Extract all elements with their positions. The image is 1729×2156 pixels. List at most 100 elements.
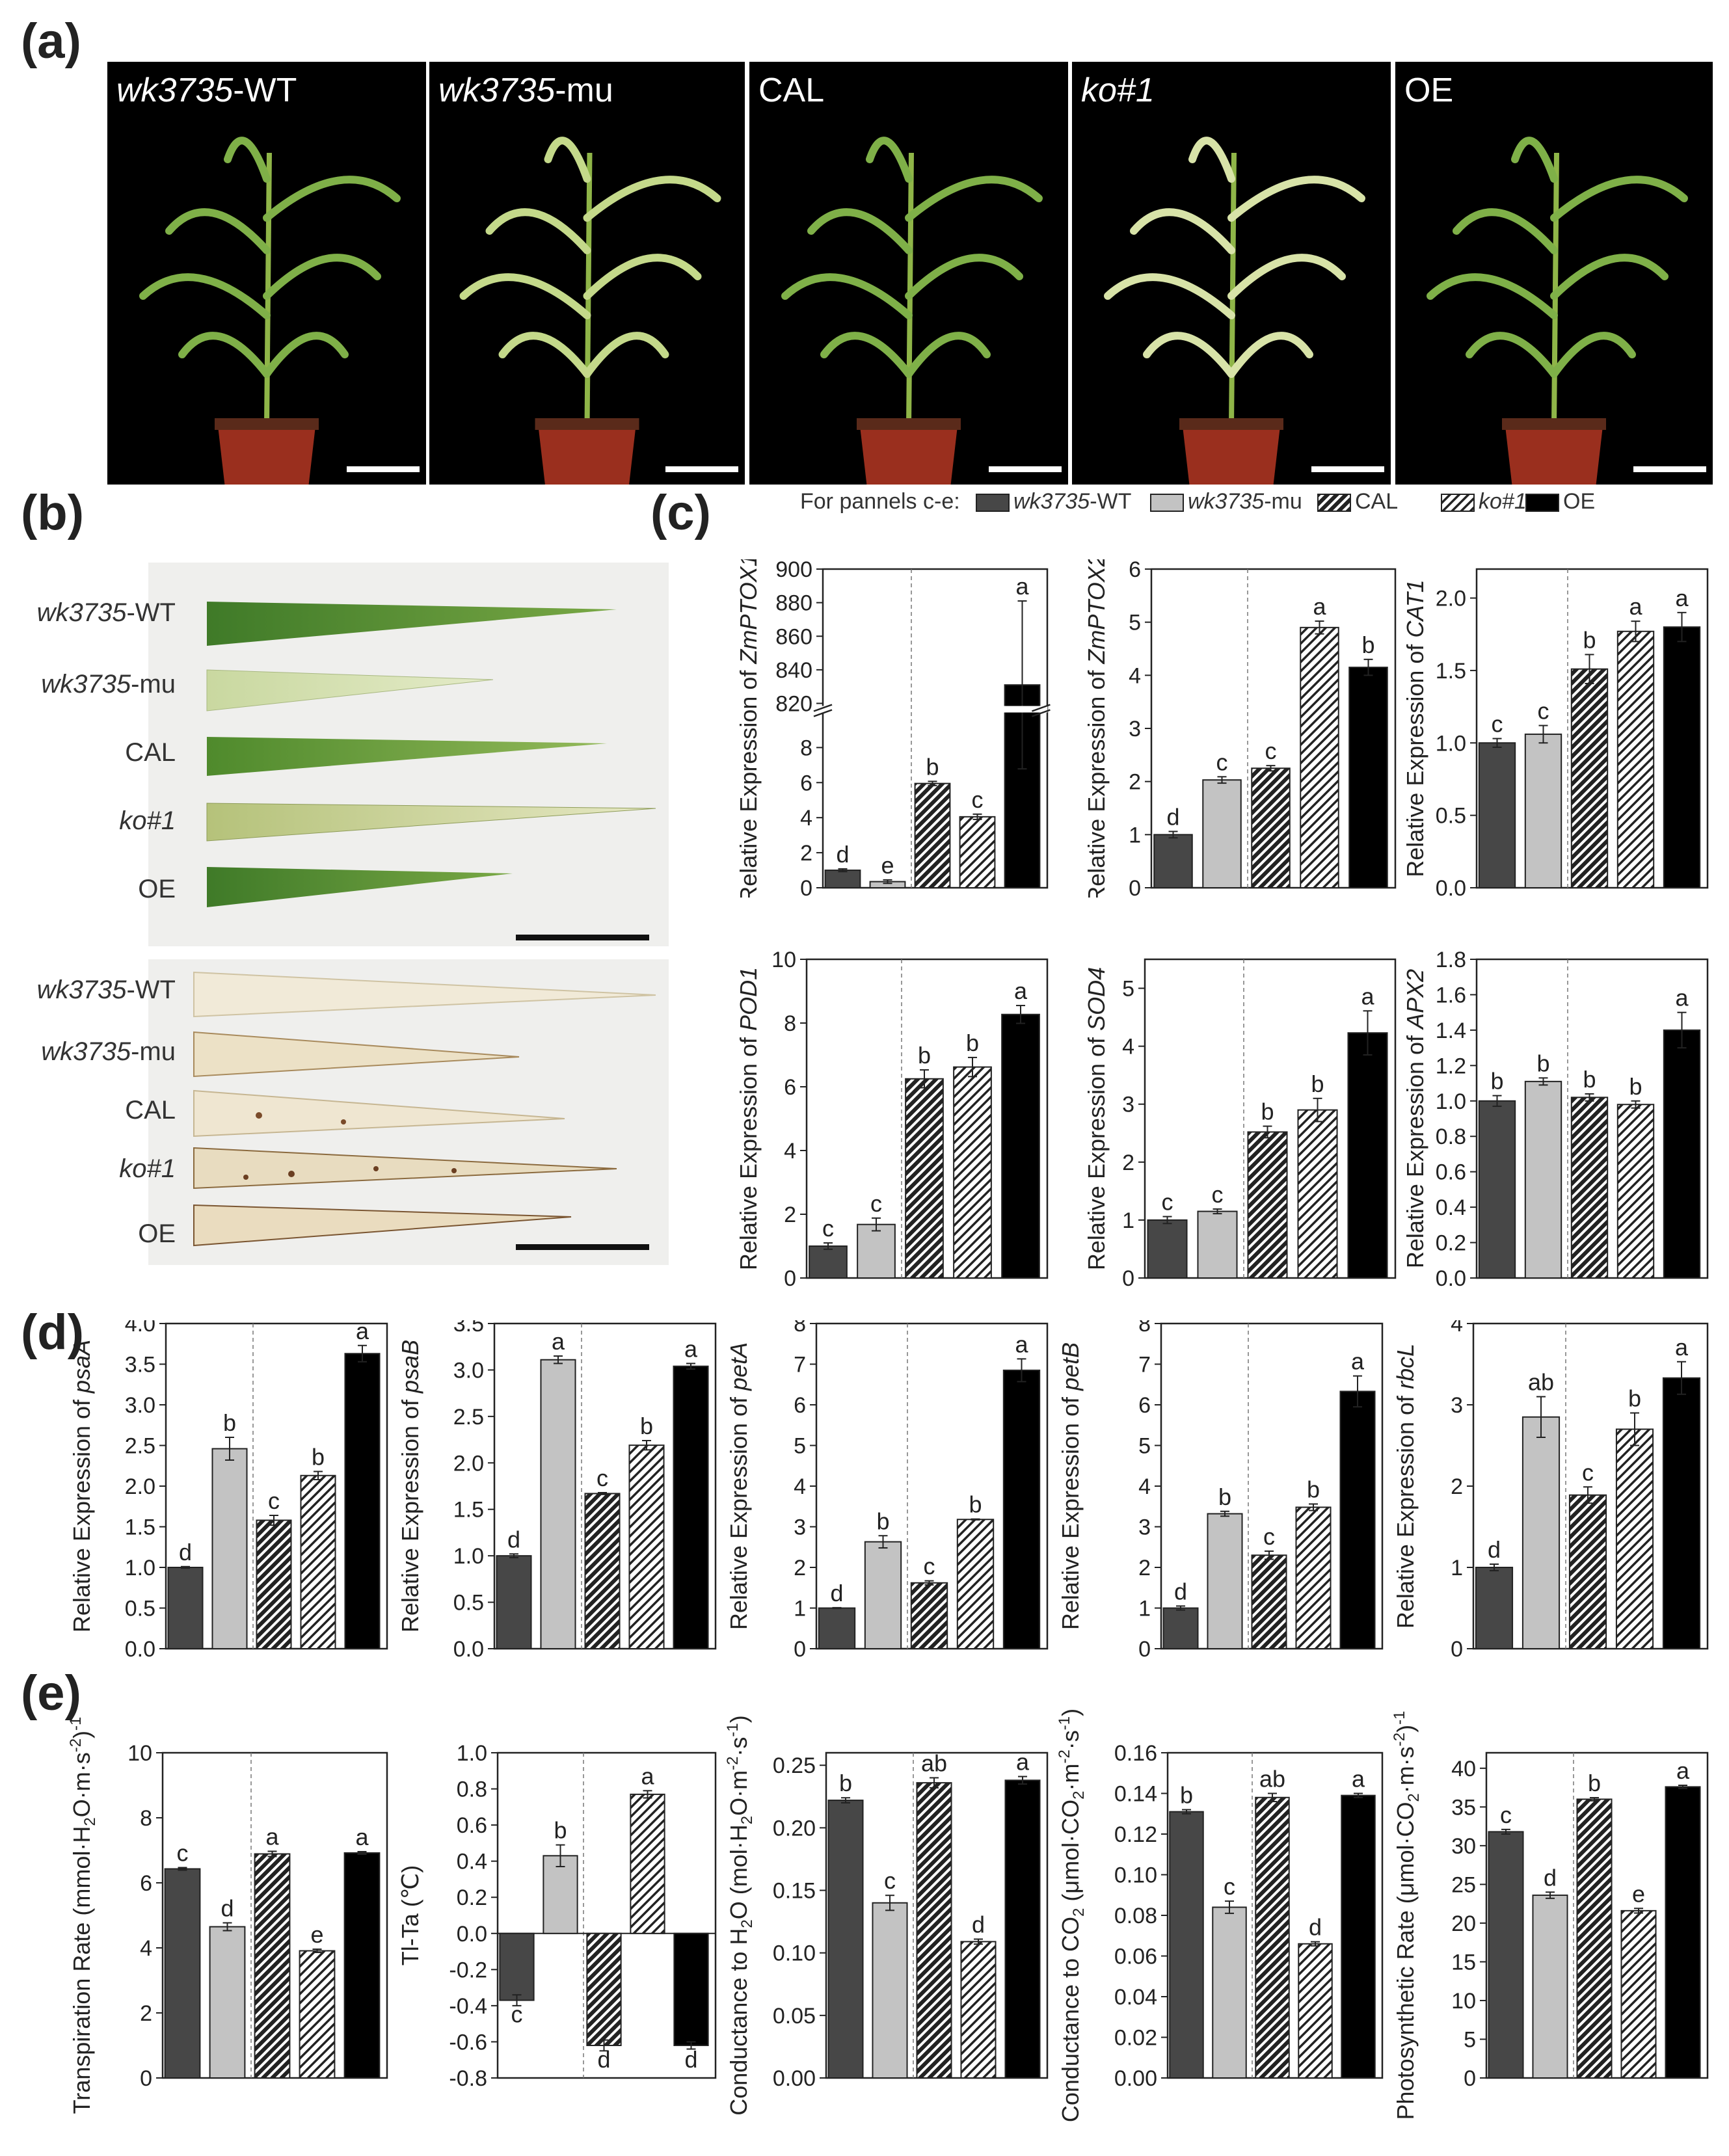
bar-CAL <box>910 1582 948 1649</box>
scale-bar-fresh <box>516 935 649 940</box>
significance-letter: a <box>1675 985 1689 1011</box>
y-axis-label: Relative Expression of psaA <box>68 1340 95 1632</box>
bar-wk3735-mu <box>209 1926 246 2079</box>
y-tick-label: 5 <box>1138 1434 1151 1459</box>
stained-leaf-mu <box>193 1031 520 1078</box>
bar-ko#1 <box>1297 1109 1338 1279</box>
bar-wk3735-mu <box>1197 1210 1238 1279</box>
legend-label: wk3735-WT <box>1013 489 1132 514</box>
chart-c4: 0 2 4 6 8 10 c c b b a Relative Expression of POD1 <box>732 948 1051 1291</box>
significance-letter: c <box>1263 1523 1275 1550</box>
bar-CAL <box>905 1078 944 1279</box>
bar-OE <box>1663 1029 1701 1279</box>
bar-ko#1 <box>1300 626 1339 888</box>
bar-CAL <box>254 1853 291 2079</box>
chart-c2: 0 1 2 3 4 5 6 d c c a b Relative Expression of ZmPTO… <box>1080 553 1399 903</box>
y-tick-label: 6 <box>1138 1393 1151 1418</box>
significance-letter: b <box>1536 1050 1549 1076</box>
bar-wk3735-mu <box>211 1448 248 1649</box>
y-axis-label: Tl-Ta (℃) <box>397 1865 423 1965</box>
chart-d1: 0.0 0.5 1.0 1.5 2.0 2.5 3.0 3.5 4.0 d b c b a Relative… <box>65 1312 390 1662</box>
chart-svg: 0 1 2 3 4 5 6 7 8 d b c b a Relative Expression of pet… <box>725 1312 1049 1662</box>
chart-svg: 0.00 0.02 0.04 0.06 0.08 0.10 0.12 0.14 0.16 b c ab… <box>1056 1709 1384 2122</box>
legend-label: wk3735-mu <box>1188 489 1302 514</box>
bar-OE <box>1665 1786 1701 2079</box>
y-tick-label: 2 <box>1129 770 1141 795</box>
y-tick-label: 1 <box>1451 1556 1463 1580</box>
significance-letter: b <box>1629 1073 1642 1100</box>
chart-svg: 0 2 4 6 8 10 c d a e a Transpiration Rate (mmol·H2O… <box>67 1717 388 2114</box>
stained-leaf-ko <box>193 1147 617 1190</box>
chart-d4: 0 1 2 3 4 5 6 7 8 d b c b a Relative Expression of pet… <box>1054 1312 1386 1662</box>
significance-letter: b <box>1361 632 1374 658</box>
leaf-mu <box>206 669 494 712</box>
stained-leaf-cal <box>193 1089 565 1138</box>
y-tick-label: 0.0 <box>125 1637 155 1658</box>
y-tick-label: 8 <box>1138 1320 1151 1337</box>
bar-wk3735-WT <box>1162 1607 1199 1649</box>
y-tick-label: 4 <box>1129 663 1141 688</box>
y-tick-label: 1 <box>1138 1597 1151 1621</box>
y-tick-label: -0.6 <box>449 2030 487 2055</box>
chart-c6: 0.0 0.2 0.4 0.6 0.8 1.0 1.2 1.4 1.6 1.8 b b b b a Relat… <box>1399 948 1711 1291</box>
significance-letter: d <box>179 1539 192 1565</box>
leaf-wt <box>207 602 617 646</box>
panel-b-leaves-stained <box>148 959 669 1265</box>
bar-OE <box>1001 1013 1040 1279</box>
chart-svg: 0 5 10 15 20 25 30 35 40 c d b e a Photosynthetic Rate… <box>1391 1711 1709 2120</box>
significance-letter: b <box>926 753 939 780</box>
y-tick-label: 0.8 <box>1436 1125 1466 1149</box>
legend-label: CAL <box>1355 489 1399 514</box>
y-tick-label: 0.8 <box>457 1777 487 1802</box>
y-axis-label: Relative Expression of rbcL <box>1392 1344 1419 1629</box>
significance-letter: b <box>969 1491 982 1518</box>
chart-svg: 0.0 0.2 0.4 0.6 0.8 1.0 1.2 1.4 1.6 1.8 b b b b a Relat… <box>1402 948 1709 1291</box>
y-tick-label: 1 <box>1129 823 1141 847</box>
significance-letter: b <box>1628 1385 1641 1412</box>
y-tick-label: 0.10 <box>773 1941 816 1966</box>
y-tick-label: 0 <box>794 1637 806 1658</box>
significance-letter: b <box>1180 1782 1193 1809</box>
significance-letter: d <box>507 1526 520 1552</box>
panel-b-leaves-fresh <box>148 563 669 946</box>
axis-break-mark <box>813 704 833 712</box>
leaf-label-5: OE <box>138 1219 176 1248</box>
bar-wk3735-mu <box>1521 1416 1561 1649</box>
bar-CAL <box>1576 1798 1613 2079</box>
y-tick-label: 1.2 <box>1436 1054 1466 1078</box>
bar-OE <box>1662 1377 1701 1649</box>
bar-wk3735-WT <box>167 1567 204 1649</box>
bar-ko#1 <box>299 1950 336 2079</box>
significance-letter: d <box>1488 1536 1501 1563</box>
significance-letter: b <box>640 1413 653 1439</box>
significance-letter: e <box>881 852 894 879</box>
significance-letter: c <box>177 1840 189 1867</box>
bar-wk3735-mu <box>1212 1906 1247 2079</box>
chart-d5: 0 1 2 3 4 d ab c b a Relative Expression of rbcL <box>1389 1312 1711 1662</box>
bar-OE <box>1347 1032 1388 1279</box>
y-tick-label: 6 <box>1129 559 1141 582</box>
leaf-label-4: ko#1 <box>119 806 176 835</box>
y-tick-label: 0 <box>1122 1266 1134 1288</box>
significance-letter: b <box>223 1409 236 1436</box>
y-tick-label: 0.0 <box>453 1637 484 1658</box>
bar-ko#1 <box>628 1444 665 1649</box>
significance-letter: c <box>1265 738 1277 764</box>
legend: For pannels c-e: <box>800 489 1711 515</box>
plant-photo-2: wk3735-mu <box>429 62 745 485</box>
significance-letter: c <box>511 2001 523 2028</box>
y-tick-label: -0.4 <box>449 1994 487 2019</box>
y-axis-label: Transpiration Rate (mmol·H2O·m·s-2)-1 <box>67 1717 99 2114</box>
bar-wk3735-mu <box>1532 1895 1568 2079</box>
y-tick-label: 1.6 <box>1436 983 1466 1007</box>
y-tick-label: 2 <box>140 2001 152 2026</box>
significance-letter: a <box>1313 593 1326 620</box>
significance-letter: b <box>1261 1098 1274 1125</box>
leaf-oe <box>207 867 513 907</box>
legend-label: OE <box>1563 489 1596 514</box>
scale-bar <box>1311 466 1384 472</box>
bar-CAL <box>586 1932 622 2046</box>
significance-letter: c <box>1538 698 1549 725</box>
chart-e4: 0.00 0.02 0.04 0.06 0.08 0.10 0.12 0.14 0.16 b c ab… <box>1054 1684 1386 2153</box>
bar-OE <box>1348 667 1388 888</box>
